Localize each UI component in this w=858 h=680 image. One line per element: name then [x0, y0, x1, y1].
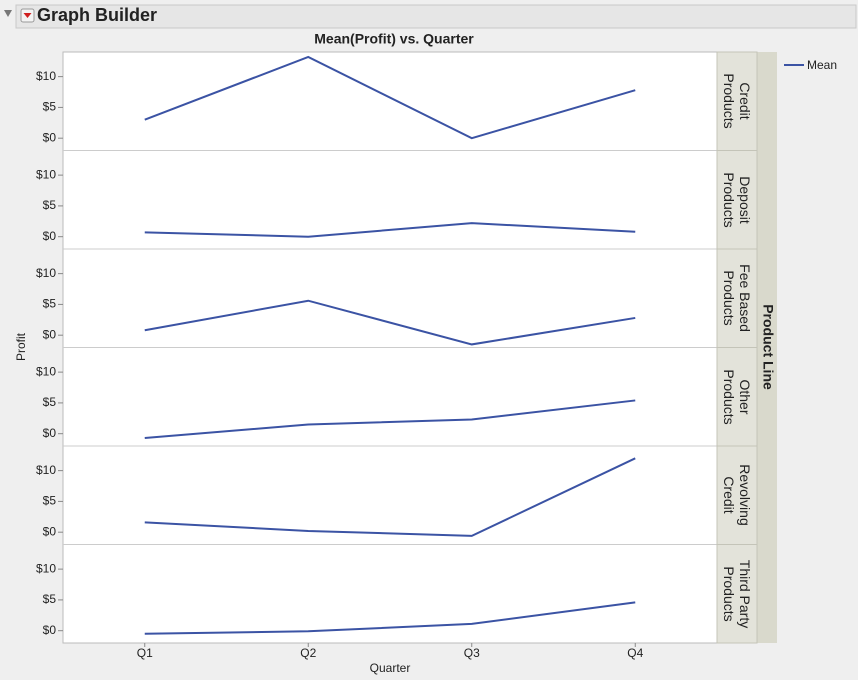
facet-label: Other Products [721, 369, 753, 425]
x-tick-label: Q2 [300, 646, 316, 660]
y-tick-label: $10 [36, 167, 56, 181]
legend-label: Mean [807, 58, 837, 72]
y-tick-label: $10 [36, 561, 56, 575]
facet-cell [716, 248, 758, 348]
facet-label: Revolving Credit [721, 464, 753, 526]
x-tick-label: Q1 [137, 646, 153, 660]
facet-label: Fee Based Products [721, 264, 753, 333]
header-title: Graph Builder [37, 5, 157, 25]
y-tick-label: $10 [36, 364, 56, 378]
y-tick-label: $5 [43, 494, 57, 508]
y-axis-label: Profit [14, 332, 28, 361]
y-tick-label: $5 [43, 297, 57, 311]
facet-cell [716, 544, 758, 644]
line [144, 399, 636, 439]
x-tick-label: Q3 [464, 646, 480, 660]
y-tick-label: $0 [43, 426, 57, 440]
facet-label: Deposit Products [721, 172, 753, 228]
y-tick-label: $5 [43, 592, 57, 606]
y-tick-label: $5 [43, 100, 57, 114]
facet-cell [716, 347, 758, 447]
line [144, 457, 636, 537]
facet-label: Third Party Products [721, 559, 753, 628]
facet-label: Credit Products [721, 73, 753, 129]
facet-title: Product Line [760, 304, 776, 390]
facet-strip [757, 52, 777, 643]
facet-cell [716, 150, 758, 250]
facet-cell [716, 445, 758, 545]
y-tick-label: $0 [43, 524, 57, 538]
menu-icon [23, 13, 32, 18]
facet-cell [716, 51, 758, 151]
y-tick-label: $0 [43, 327, 57, 341]
y-tick-label: $10 [36, 463, 56, 477]
line [144, 55, 636, 140]
y-tick-label: $5 [43, 198, 57, 212]
line [144, 299, 636, 346]
y-tick-label: $0 [43, 229, 57, 243]
x-tick-label: Q4 [627, 646, 643, 660]
chart-title: Mean(Profit) vs. Quarter [314, 31, 474, 47]
y-tick-label: $5 [43, 395, 57, 409]
y-tick-label: $10 [36, 266, 56, 280]
collapse-triangle[interactable] [4, 10, 12, 17]
x-axis-label: Quarter [370, 661, 411, 675]
line [144, 601, 636, 635]
line [144, 222, 636, 238]
header-bar [15, 4, 857, 29]
y-tick-label: $0 [43, 623, 57, 637]
y-tick-label: $0 [43, 130, 57, 144]
y-tick-label: $10 [36, 69, 56, 83]
